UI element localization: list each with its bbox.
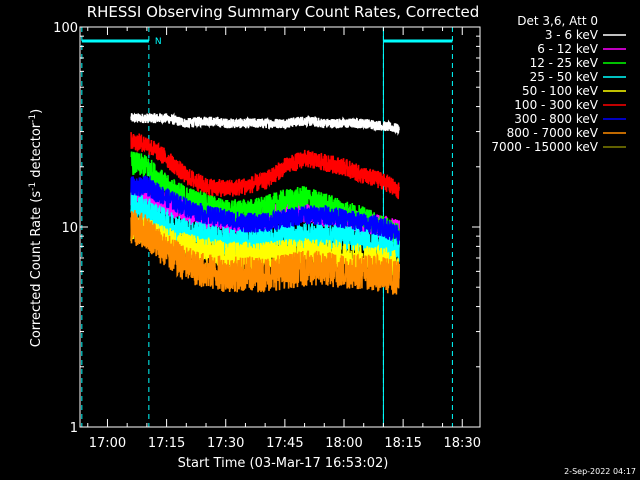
legend-entry-label: 6 - 12 keV	[537, 42, 599, 56]
legend-entry-label: 100 - 300 keV	[514, 98, 598, 112]
legend-entry-label: 3 - 6 keV	[545, 28, 599, 42]
y-tick-label: 1	[70, 421, 78, 436]
legend-entry-label: 50 - 100 keV	[522, 84, 599, 98]
axis-layer: 17:00 17:15 17:30 17:45 18:00 18:15 18:30 1 10 10…	[53, 21, 481, 451]
x-tick-label: 18:15	[384, 436, 421, 451]
x-tick-label: 18:00	[325, 436, 362, 451]
x-tick-label: 17:00	[89, 436, 126, 451]
series-line	[130, 210, 400, 295]
legend-entry-label: 12 - 25 keV	[530, 56, 599, 70]
y-tick-label: 100	[53, 21, 78, 36]
y-tick-label: 10	[61, 221, 78, 236]
legend-header: Det 3,6, Att 0	[517, 14, 598, 28]
x-tick-label: 17:30	[207, 436, 244, 451]
legend-entry-label: 800 - 7000 keV	[507, 126, 599, 140]
footer-date: 2-Sep-2022 04:17	[564, 467, 636, 476]
x-tick-label: 17:45	[266, 436, 303, 451]
series-line	[130, 174, 400, 245]
legend-entry-label: 300 - 800 keV	[514, 112, 598, 126]
series-line	[130, 151, 400, 248]
chart-title: RHESSI Observing Summary Count Rates, Co…	[87, 3, 480, 21]
legend-entry-label: 7000 - 15000 keV	[491, 140, 598, 154]
series-line	[130, 112, 400, 136]
x-axis-label: Start Time (03-Mar-17 16:53:02)	[178, 456, 389, 471]
legend-entry-label: 25 - 50 keV	[530, 70, 599, 84]
series-layer	[130, 112, 400, 295]
y-axis-label: Corrected Count Rate (s-1 detector-1)	[28, 109, 44, 347]
attenuator-mark-label: N	[155, 37, 162, 47]
x-tick-label: 18:30	[444, 436, 481, 451]
x-tick-label: 17:15	[148, 436, 185, 451]
series-line	[130, 132, 400, 200]
